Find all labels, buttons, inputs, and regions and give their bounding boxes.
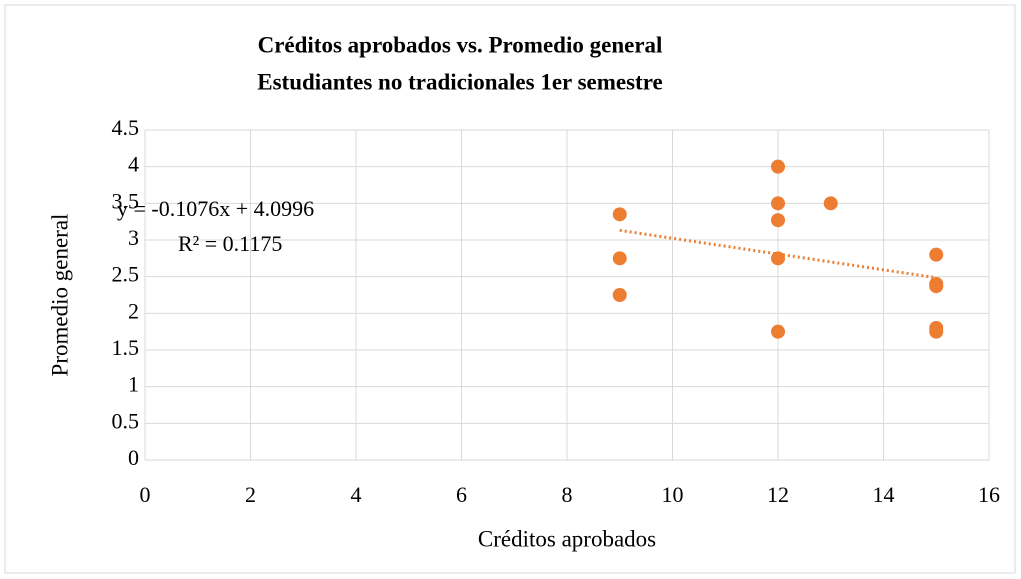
x-axis-label: Créditos aprobados — [478, 526, 656, 551]
x-tick-label: 14 — [873, 482, 895, 507]
y-tick-label: 1 — [128, 372, 139, 397]
y-tick-label: 1.5 — [112, 335, 140, 360]
y-tick-label: 3 — [128, 225, 139, 250]
point — [929, 324, 944, 339]
x-tick-label: 2 — [245, 482, 256, 507]
point — [929, 279, 944, 294]
point — [823, 196, 838, 211]
y-tick-label: 3.5 — [112, 188, 140, 213]
trendline-r2: R² = 0.1175 — [178, 231, 282, 256]
y-tick-label: 4.5 — [112, 115, 140, 140]
point — [612, 288, 627, 302]
chart-border — [4, 4, 1016, 574]
point — [771, 324, 785, 339]
y-tick-label: 2 — [128, 298, 139, 323]
x-tick-label: 10 — [662, 482, 684, 507]
y-tick-label: 2.5 — [112, 262, 140, 287]
x-tick-label: 12 — [767, 482, 789, 507]
x-tick-label: 6 — [456, 482, 467, 507]
point — [612, 207, 627, 222]
chart-title: Créditos aprobados vs. Promedio general — [258, 32, 663, 57]
point — [771, 196, 785, 211]
y-axis-label: Promedio general — [47, 214, 72, 377]
x-tick-label: 8 — [562, 482, 573, 507]
y-tick-label: 4 — [128, 152, 139, 177]
trendline-equation: y = -0.1076x + 4.0996 — [117, 196, 314, 221]
point — [612, 251, 627, 266]
point — [771, 251, 785, 266]
x-tick-label: 4 — [351, 482, 362, 507]
y-tick-label: 0 — [128, 445, 139, 470]
y-tick-label: 0.5 — [112, 408, 140, 433]
point — [771, 159, 785, 174]
point — [771, 213, 785, 228]
chart-subtitle: Estudiantes no tradicionales 1er semestr… — [257, 69, 662, 94]
point — [929, 247, 944, 262]
x-tick-label: 0 — [140, 482, 151, 507]
x-tick-label: 16 — [978, 482, 1000, 507]
